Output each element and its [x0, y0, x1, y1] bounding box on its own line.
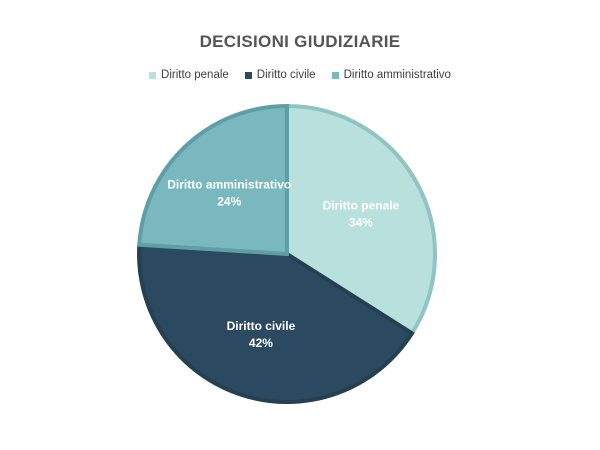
slice-label: Diritto amministrativo [167, 178, 291, 192]
slice-label: Diritto civile [227, 319, 296, 333]
slice-value-label: 34% [349, 215, 373, 229]
pie-slices [139, 106, 435, 402]
slice-label: Diritto penale [323, 198, 400, 212]
slice-value-label: 24% [217, 195, 241, 209]
slice-value-label: 42% [249, 336, 273, 350]
